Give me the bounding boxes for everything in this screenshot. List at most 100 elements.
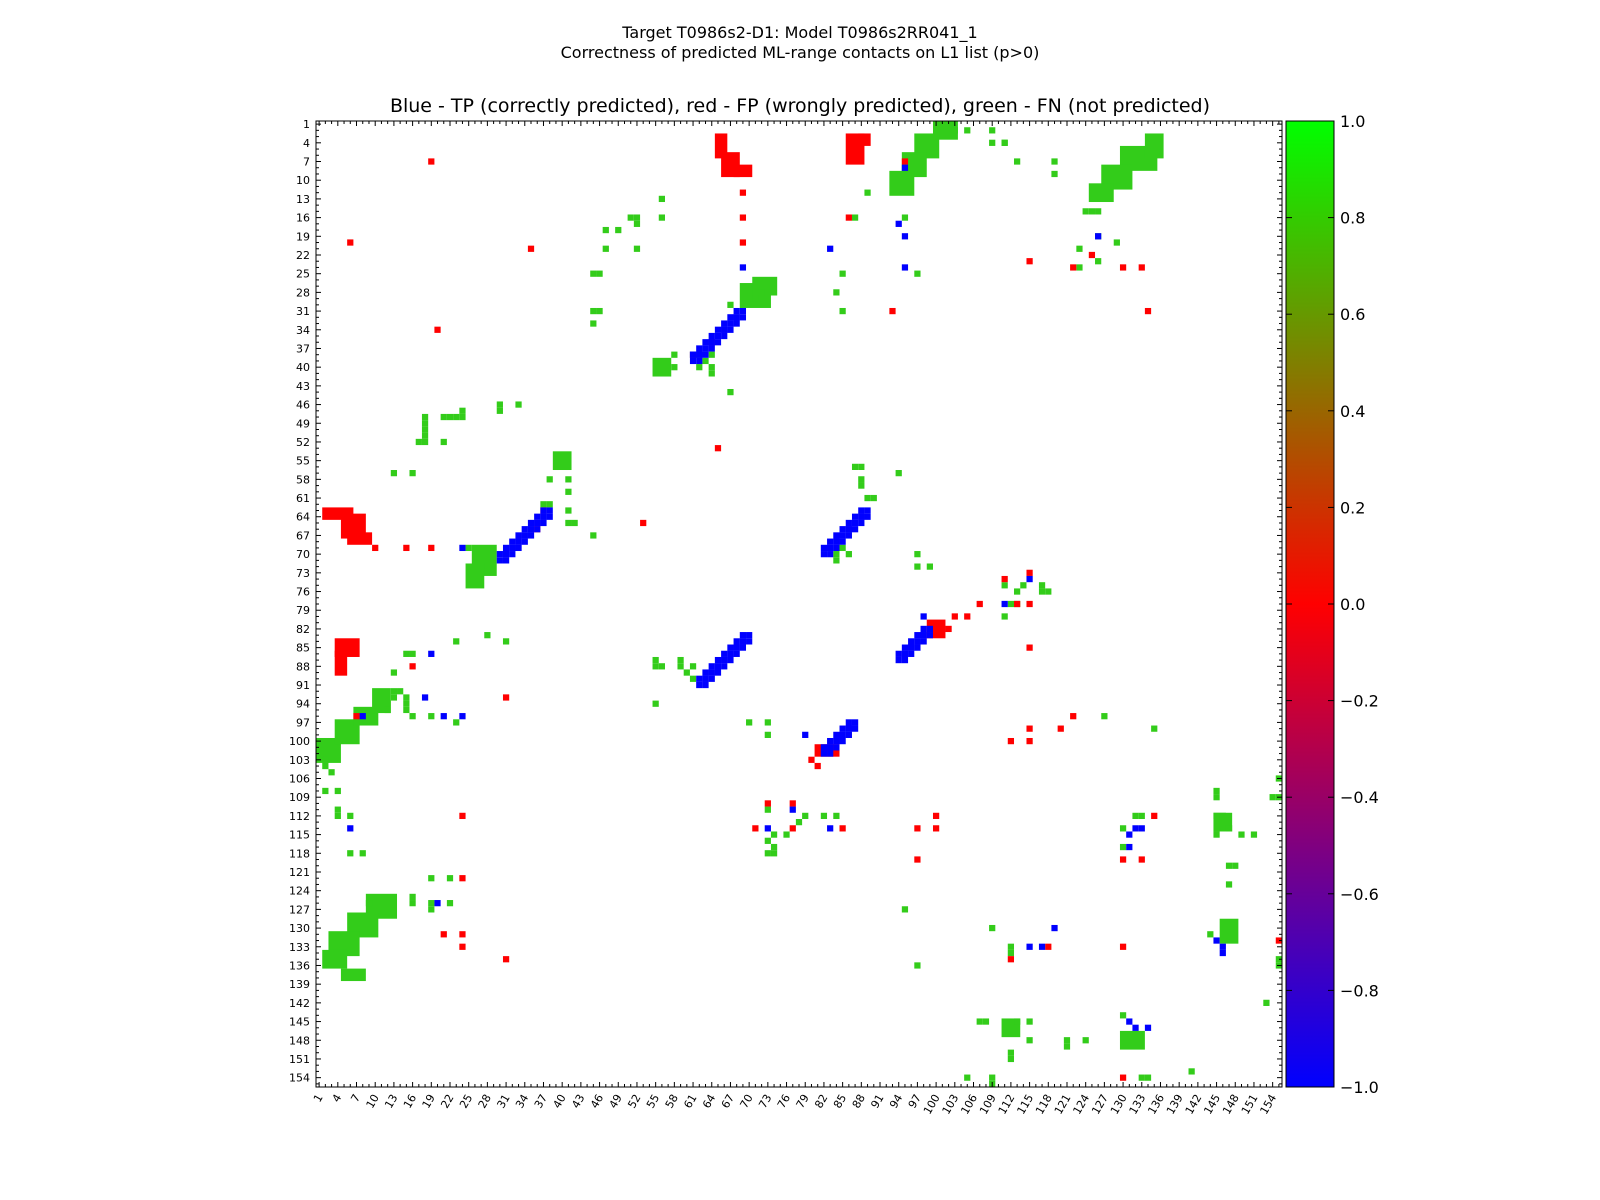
contact-cell-fn — [1088, 208, 1096, 215]
contact-cell-fn — [459, 413, 466, 421]
contact-cell-tp — [359, 713, 366, 720]
x-tick-label: 130 — [1108, 1092, 1130, 1117]
contact-cell-fn — [1232, 862, 1239, 869]
colorbar-tick-label: 0.4 — [1340, 402, 1365, 421]
contact-cell-fn — [602, 226, 609, 234]
contact-cell-fn — [409, 650, 416, 657]
contact-cell-tp — [521, 532, 528, 539]
contact-cell-fn — [677, 656, 684, 664]
x-tick-label: 40 — [551, 1092, 569, 1111]
contact-cell-fn — [403, 650, 410, 657]
contact-cell-fn — [446, 900, 454, 907]
contact-cell-fn — [365, 900, 373, 907]
contact-cell-tp — [739, 264, 747, 271]
contact-cell-tp — [540, 513, 547, 520]
contact-cell-tp — [515, 544, 522, 552]
contact-cell-tp — [739, 314, 747, 321]
contact-cell-fn — [571, 519, 578, 527]
contact-cell-fn — [658, 663, 665, 670]
contact-cell-fp — [914, 825, 921, 832]
contact-cell-fn — [914, 270, 921, 277]
x-tick-label: 1 — [311, 1092, 326, 1105]
contact-cell-fn — [833, 557, 840, 564]
contact-cell-fn — [1063, 1037, 1071, 1044]
contact-cell-fn — [1275, 956, 1282, 963]
contact-cell-tp — [702, 339, 709, 346]
contact-cell-tp — [895, 220, 902, 227]
x-tick-label: 97 — [906, 1092, 924, 1111]
contact-cell-fn — [1082, 1037, 1089, 1044]
y-tick-label: 52 — [296, 436, 310, 449]
contact-block-fp — [347, 532, 373, 545]
contact-cell-fn — [428, 906, 435, 913]
contact-cell-fn — [652, 656, 659, 664]
contact-cell-fn — [951, 127, 958, 134]
contact-cell-fn — [833, 289, 840, 296]
x-tick-label: 34 — [513, 1092, 531, 1111]
contact-cell-tp — [845, 519, 852, 527]
contact-cell-fp — [1001, 575, 1008, 583]
contact-cell-tp — [496, 557, 503, 564]
contact-cell-tp — [908, 650, 915, 657]
contact-cell-fp — [1144, 307, 1152, 315]
x-tick-label: 46 — [588, 1092, 606, 1111]
contact-cell-fn — [845, 551, 852, 558]
contact-cell-tp — [502, 557, 510, 564]
contact-cell-tp — [515, 532, 522, 539]
contact-cell-tp — [534, 519, 541, 527]
contact-block-fn — [889, 170, 915, 196]
contact-cell-tp — [708, 675, 715, 682]
contact-cell-fn — [347, 812, 354, 820]
contact-cell-fn — [989, 139, 996, 146]
contact-cell-tp — [827, 538, 834, 545]
contact-cell-fn — [914, 563, 921, 570]
contact-cell-fn — [770, 850, 778, 857]
contact-cell-tp — [714, 326, 722, 333]
contact-cell-fn — [1263, 999, 1270, 1006]
contact-cell-fn — [328, 769, 335, 776]
contact-cell-fn — [1038, 582, 1046, 589]
contact-cell-fn — [546, 476, 553, 483]
contact-cell-fn — [783, 831, 790, 838]
contact-cell-tp — [1126, 843, 1133, 851]
contact-cell-tp — [901, 264, 909, 271]
contact-cell-tp — [1132, 1024, 1139, 1031]
contact-cell-tp — [727, 326, 734, 333]
contact-cell-fn — [390, 669, 398, 676]
contact-cell-tp — [901, 650, 909, 657]
contact-cell-fp — [1088, 251, 1096, 259]
contact-cell-fn — [764, 806, 771, 813]
contact-cell-tp — [739, 644, 747, 651]
contact-cell-tp — [1126, 831, 1133, 838]
contact-cell-fn — [1213, 794, 1220, 801]
contact-block-fn — [1119, 1030, 1145, 1050]
contact-cell-tp — [502, 551, 510, 558]
y-tick-label: 64 — [296, 511, 310, 524]
contact-cell-fp — [901, 158, 909, 165]
contact-cell-fn — [764, 850, 771, 857]
contact-cell-fn — [964, 127, 971, 134]
contact-cell-tp — [851, 725, 859, 732]
contact-cell-tp — [721, 332, 728, 340]
contact-cell-tp — [739, 307, 747, 315]
contact-cell-tp — [1213, 937, 1220, 944]
contact-cell-fp — [459, 943, 466, 950]
contact-block-fp — [858, 133, 871, 146]
contact-cell-tp — [527, 532, 535, 539]
contact-cell-tp — [845, 725, 852, 732]
y-tick-label: 106 — [289, 773, 310, 786]
contact-cell-tp — [721, 320, 728, 327]
contact-cell-fp — [789, 825, 796, 832]
contact-cell-tp — [827, 737, 834, 745]
contact-cell-fn — [1076, 264, 1083, 271]
contact-cell-fn — [914, 551, 921, 558]
contact-block-fn — [465, 563, 485, 589]
contact-cell-fp — [459, 875, 466, 882]
contact-cell-fn — [652, 700, 659, 707]
contact-cell-fn — [1095, 208, 1102, 215]
y-tick-label: 121 — [289, 866, 310, 879]
contact-cell-fn — [1001, 139, 1008, 146]
contact-cell-tp — [920, 638, 927, 645]
x-tick-label: 85 — [831, 1092, 849, 1111]
contact-cell-fn — [633, 220, 641, 227]
